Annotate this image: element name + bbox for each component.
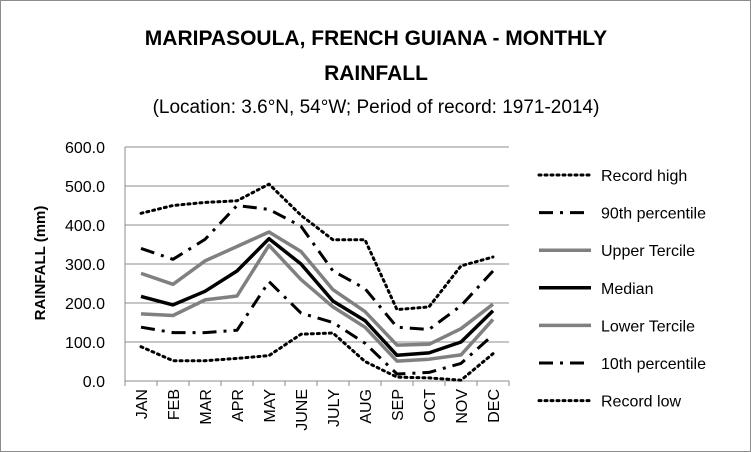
y-tick-label: 300.0 [65,257,105,274]
y-tick-label: 100.0 [65,335,105,352]
y-tick-label: 600.0 [65,140,105,157]
x-tick-label: APR [230,389,247,422]
x-tick-label: JULY [326,389,343,427]
series-line-10th-percentile [140,280,494,376]
x-tick-labels: JAN FEB MAR APR MAY JUNE JULY AUG SEP OCT NOV DEC [134,389,503,431]
legend-label-record-low: Record low [601,394,681,411]
legend-label-record-high: Record high [601,168,687,185]
series-line-median [140,236,495,358]
x-tick-label: NOV [454,389,471,424]
y-tick-label: 200.0 [65,296,105,313]
x-tick-label: MAY [262,389,279,423]
x-tick-label: DEC [486,389,503,423]
x-tick-label: JAN [134,389,151,419]
chart-subtitle: (Location: 3.6°N, 54°W; Period of record… [153,97,600,118]
y-tick-label: 500.0 [65,179,105,196]
series-line-record-high [139,182,495,312]
series-line-90th-percentile [140,204,495,331]
series-line-record-low [139,331,495,382]
series-line-lower-tercile [140,243,495,363]
y-axis-title: RAINFALL (mm) [32,206,49,321]
legend-label-90th-percentile: 90th percentile [601,206,706,223]
legend-label-median: Median [601,281,653,298]
legend-label-lower-tercile: Lower Tercile [601,318,695,335]
x-tick-label: OCT [422,389,439,423]
legend-label-10th-percentile: 10th percentile [601,356,706,373]
series-lines [139,182,495,382]
y-tick-labels: 0.0 100.0 200.0 300.0 400.0 500.0 600.0 [65,140,105,391]
legend: Record high 90th percentile Upper Tercile M… [537,168,706,411]
y-tick-label: 400.0 [65,218,105,235]
chart-title-line1: MARIPASOULA, FRENCH GUIANA - MONTHLY [145,27,607,50]
x-tick-label: JUNE [294,389,311,431]
series-line-upper-tercile [140,230,495,347]
x-tick-label: SEP [390,389,407,421]
x-tick-label: MAR [198,389,215,425]
x-tick-label: AUG [358,389,375,424]
gridlines [125,146,509,343]
y-tick-label: 0.0 [83,374,105,391]
x-tick-label: FEB [166,389,183,420]
legend-label-upper-tercile: Upper Tercile [601,243,695,260]
axes [124,147,510,386]
chart-title-line2: RAINFALL [324,62,428,85]
